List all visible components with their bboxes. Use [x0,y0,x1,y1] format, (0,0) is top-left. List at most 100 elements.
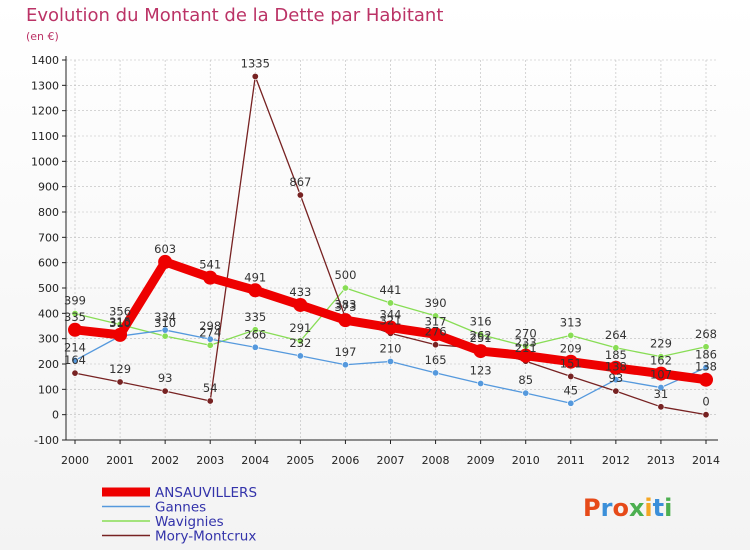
data-label: 268 [695,327,717,341]
data-point [653,366,668,381]
x-tick-label: 2002 [151,454,179,467]
data-label: 129 [109,362,131,376]
data-point [161,387,169,395]
data-label: 264 [605,328,627,342]
data-point [206,341,214,349]
data-point [563,354,578,369]
data-point [612,376,620,384]
y-tick-label: 100 [38,383,59,396]
series-group [68,72,713,419]
logo-text: Proxiti [583,494,672,522]
data-label: 335 [244,310,266,324]
data-label: 274 [199,325,221,339]
data-point [608,360,623,375]
y-tick-label: 1000 [31,155,59,168]
data-label: 433 [289,285,311,299]
y-tick-label: 400 [38,307,59,320]
data-label: 151 [560,356,582,370]
data-label: 210 [380,341,402,355]
x-tick-label: 2006 [331,454,359,467]
y-tick-label: 200 [38,358,59,371]
data-point [702,364,710,372]
series-gannes [71,326,710,407]
data-label: 317 [425,314,447,328]
y-tick-label: 1200 [31,105,59,118]
x-tick-label: 2000 [61,454,89,467]
data-label: 0 [702,395,709,409]
data-point [702,343,710,351]
data-label: 383 [334,298,356,312]
data-label: 298 [199,319,221,333]
data-point [206,397,214,405]
legend-label: Mory-Montcrux [155,529,256,545]
data-point [296,352,304,360]
series-wavignies [71,284,710,361]
data-label: 313 [560,315,582,329]
data-label: 165 [425,353,447,367]
data-label: 500 [334,268,356,282]
y-tick-label: 600 [38,257,59,270]
data-label: 603 [154,242,176,256]
x-tick-label: 2010 [512,454,540,467]
y-tick-label: 1400 [31,54,59,67]
x-tick-label: 2012 [602,454,630,467]
data-point [386,299,394,307]
data-label: 93 [158,371,173,385]
data-point [702,411,710,419]
data-label: 334 [154,310,176,324]
data-point [432,341,440,349]
data-point [203,270,218,285]
proxiti-logo: Proxiti [583,494,672,522]
x-tick-label: 2001 [106,454,134,467]
data-label: 138 [695,360,717,374]
data-point [161,326,169,334]
data-point [341,284,349,292]
data-label: 107 [650,368,672,382]
data-label: 373 [334,300,356,314]
data-point [428,327,443,342]
data-point [251,72,259,80]
data-label: 211 [515,341,537,355]
legend-label: Gannes [155,500,206,516]
data-label: 93 [609,371,624,385]
x-tick-label: 2013 [647,454,675,467]
x-tick-label: 2005 [286,454,314,467]
y-tick-label: 300 [38,333,59,346]
data-point [71,356,79,364]
x-tick-label: 2011 [557,454,585,467]
data-label: 321 [380,313,402,327]
data-point [432,369,440,377]
x-tick-label: 2003 [196,454,224,467]
data-label: 54 [203,381,218,395]
data-point [386,357,394,365]
chart-title: Evolution du Montant de la Dette par Hab… [26,5,443,26]
data-label: 214 [64,340,86,354]
chart-subtitle: (en €) [26,30,59,43]
data-label: 276 [425,325,447,339]
data-label: 233 [515,336,537,350]
data-point [518,348,533,363]
data-point [477,331,485,339]
x-tick-label: 2008 [422,454,450,467]
y-tick-label: 1100 [31,130,59,143]
data-label: 186 [695,348,717,362]
data-label: 356 [109,304,131,318]
data-label: 270 [515,326,537,340]
data-label: 291 [289,321,311,335]
data-point [71,369,79,377]
y-tick-label: 900 [38,181,59,194]
data-point [341,361,349,369]
data-point [477,380,485,388]
x-tick-label: 2004 [241,454,269,467]
data-label: 390 [425,296,447,310]
data-label: 232 [289,336,311,350]
data-label: 399 [64,294,86,308]
data-label: 310 [154,316,176,330]
data-point [248,283,263,298]
data-label: 315 [109,315,131,329]
grid [66,59,718,441]
data-label: 85 [518,373,533,387]
y-tick-label: 800 [38,206,59,219]
axes: -100 0 100 200 300 400 500 600 700 800 900 1000 1100… [31,54,720,467]
